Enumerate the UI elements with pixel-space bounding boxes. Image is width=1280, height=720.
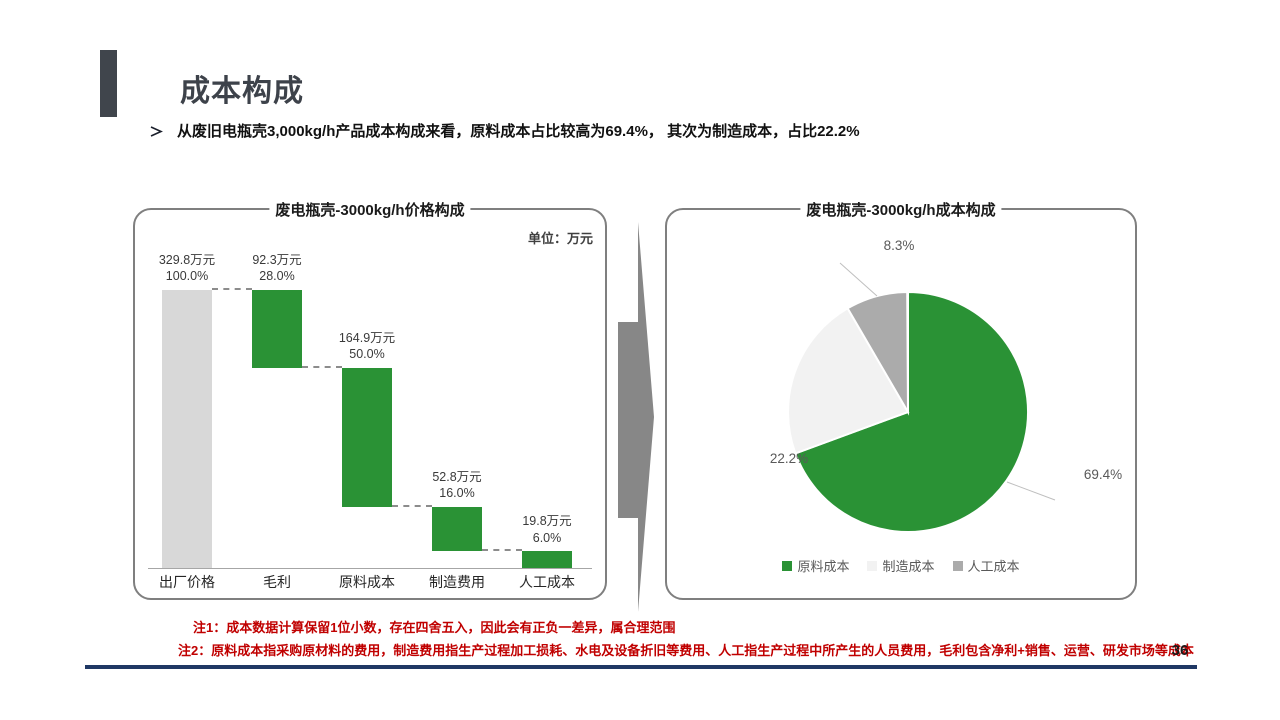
waterfall-connector-2: [392, 504, 432, 507]
pie-leader-raw: [1006, 481, 1056, 501]
pie-plot: [667, 210, 1135, 598]
waterfall-value-label-4: 19.8万元 6.0%: [522, 514, 572, 545]
legend-label: 人工成本: [967, 559, 1020, 574]
legend-label: 原料成本: [797, 559, 850, 574]
waterfall-bar-2: [342, 367, 392, 507]
legend-item-1: 制造成本: [867, 556, 935, 575]
waterfall-category-label-0: 出厂价格: [159, 574, 215, 590]
waterfall-bar-3: [432, 506, 482, 552]
waterfall-plot: 329.8万元 100.0% 出厂价格 92.3万元 28.0% 毛利 164.9万元 …: [135, 210, 605, 598]
legend-item-2: 人工成本: [952, 556, 1020, 575]
waterfall-category-label-3: 制造费用: [429, 574, 485, 590]
legend-swatch-icon: [867, 560, 878, 571]
waterfall-bar-0: [162, 290, 212, 568]
waterfall-value-label-3: 52.8万元 16.0%: [432, 469, 482, 501]
waterfall-connector-1: [302, 365, 342, 368]
legend-swatch-icon: [952, 560, 963, 571]
waterfall-category-label-4: 人工成本: [519, 574, 575, 590]
waterfall-category-label-2: 原料成本: [339, 574, 395, 590]
legend-label: 制造成本: [882, 559, 935, 574]
pie-label-labor-cost: 8.3%: [883, 238, 915, 253]
pie-leader-labor: [839, 262, 878, 297]
waterfall-value-label-1: 92.3万元 28.0%: [252, 253, 302, 284]
page-number: 36: [1171, 642, 1189, 659]
title-accent-bar: [100, 50, 117, 117]
waterfall-category-label-1: 毛利: [263, 574, 291, 590]
legend-item-0: 原料成本: [782, 556, 849, 575]
footnote-2: 注2：原料成本指采购原材料的费用，制造费用指生产过程加工损耗、水电及设备折旧等费…: [178, 643, 1194, 658]
waterfall-connector-0: [212, 288, 252, 290]
bullet-text: 从废旧电瓶壳3,000kg/h产品成本构成来看，原料成本占比较高为69.4%， …: [177, 123, 860, 140]
waterfall-panel: 废电瓶壳-3000kg/h价格构成 单位：万元 329.8万元 100.0% 出厂…: [133, 199, 607, 600]
pie-chart: [787, 262, 1056, 533]
unit-label: 单位：万元: [527, 231, 593, 246]
bottom-rule: [85, 665, 1197, 669]
flow-arrow-icon: [618, 222, 654, 612]
pie-legend: 原料成本 制造成本 人工成本: [667, 556, 1135, 575]
waterfall-value-label-2: 164.9万元 50.0%: [338, 330, 396, 362]
waterfall-bar-1: [252, 290, 302, 368]
page-title: 成本构成: [180, 75, 304, 108]
pie-panel-title: 废电瓶壳-3000kg/h成本构成: [800, 199, 1002, 220]
legend-swatch-icon: [782, 560, 793, 571]
waterfall-value-label-0: 329.8万元 100.0%: [158, 253, 216, 284]
waterfall-connector-3: [482, 549, 522, 552]
waterfall-axis-line: [148, 568, 592, 569]
bullet-row: 从废旧电瓶壳3,000kg/h产品成本构成来看，原料成本占比较高为69.4%， …: [150, 122, 1200, 142]
pie-label-raw-material-cost: 69.4%: [1083, 467, 1123, 482]
bullet-arrow-icon: [150, 126, 163, 137]
waterfall-bar-4: [522, 551, 572, 568]
pie-panel: 废电瓶壳-3000kg/h成本构成 8.3% 22.2% 69.4% 原料成本 制…: [665, 199, 1137, 600]
pie-label-manufacturing-cost: 22.2%: [769, 451, 809, 466]
pie-slice-1: [787, 306, 910, 455]
pie-slice-2: [846, 290, 910, 416]
waterfall-panel-title: 废电瓶壳-3000kg/h价格构成: [269, 199, 471, 220]
footnote-1: 注1：成本数据计算保留1位小数，存在四舍五入，因此会有正负一差异，属合理范围: [193, 620, 676, 635]
pie-slice-0: [794, 290, 1030, 533]
